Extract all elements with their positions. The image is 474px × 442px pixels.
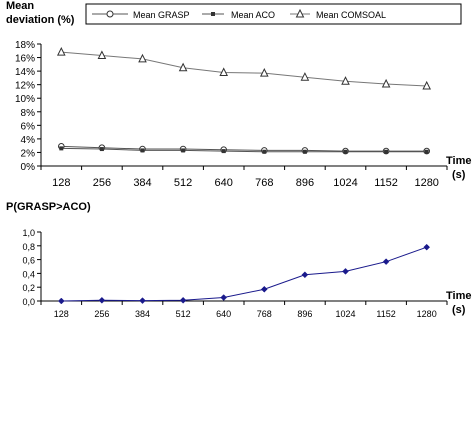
c2-x-tick-label: 1152 — [376, 309, 395, 319]
c1-x-tick-label: 768 — [255, 177, 273, 189]
legend-item-aco: Mean ACO — [202, 10, 275, 20]
c1-y-tick-label: 12% — [15, 81, 35, 92]
c1-series-2-point — [56, 47, 66, 56]
c1-y-tick-label: 16% — [15, 54, 35, 65]
c1-x-tick-label: 1280 — [414, 177, 438, 189]
c1-y-tick-label: 10% — [15, 94, 35, 105]
c2-series-0-point — [220, 294, 228, 301]
legend-grasp-marker — [106, 10, 114, 18]
c1-y-tick-label: 0% — [21, 162, 36, 173]
c2-x-tick-label: 256 — [94, 309, 109, 319]
c2-xlabel: Time — [446, 290, 471, 302]
c1-y-tick-labels: 0% 2% 4% 6% 8% 10% 12% 14% 16% 18% — [15, 40, 35, 173]
c2-y-tick-labels: 0,0 0,2 0,4 0,6 0,8 1,0 — [22, 228, 35, 307]
c1-series-1-point — [181, 148, 186, 153]
c1-series-2-point — [300, 72, 310, 81]
c1-series-2-point — [422, 80, 432, 90]
c1-y-tick-label: 6% — [21, 121, 36, 132]
c2-series-0-point — [260, 285, 268, 293]
c2-x-tick-label: 512 — [176, 309, 191, 319]
c1-xunit: (s) — [452, 169, 466, 181]
c1-x-tick-label: 1152 — [374, 177, 398, 189]
c1-x-tick-labels: 128 256 384 512 640 768 896 1024 1152 1280 — [52, 177, 439, 189]
c1-series-2-line — [61, 51, 427, 87]
c1-x-tick-label: 1024 — [333, 177, 357, 189]
c2-x-tick-label: 1024 — [335, 309, 355, 319]
c2-series — [57, 243, 431, 305]
c2-series-0-point — [423, 243, 431, 251]
c2-axes — [37, 231, 448, 305]
c1-series-2-point — [178, 62, 188, 72]
c1-series-0-line — [61, 145, 427, 152]
c1-series-1-point — [343, 149, 348, 154]
c2-series-0-line — [61, 246, 427, 302]
c1-series-2-point — [381, 78, 391, 88]
c2-x-tick-label: 128 — [54, 309, 69, 319]
c2-x-tick-label: 896 — [297, 309, 312, 319]
c1-series-2-point — [341, 76, 350, 85]
c2-y-tick-label: 0,6 — [22, 256, 35, 266]
c1-x-tick-label: 128 — [52, 177, 70, 189]
c1-series-1-point — [262, 149, 267, 154]
c1-series-2-point — [97, 50, 107, 60]
c1-series-1-point — [302, 149, 307, 154]
c2-x-tick-label: 768 — [257, 309, 272, 319]
legend-aco-label: Mean ACO — [231, 10, 275, 20]
c2-ylabel: P(GRASP>ACO) — [6, 201, 91, 213]
c1-ylabel-line1: Mean — [6, 0, 34, 12]
c1-series-2-point — [138, 53, 147, 63]
c2-y-tick-label: 0,2 — [22, 283, 35, 293]
legend-item-comsoal: Mean COMSOAL — [290, 8, 386, 20]
c1-legend-box — [85, 3, 462, 25]
c1-series-1-point — [140, 148, 145, 153]
c2-series-0-point — [342, 267, 349, 275]
legend-grasp-label: Mean GRASP — [133, 10, 190, 20]
c1-y-tick-label: 4% — [21, 135, 36, 146]
c2-x-tick-label: 384 — [135, 309, 150, 319]
c2-y-tick-label: 0,4 — [22, 269, 35, 279]
c2-y-tick-label: 0,8 — [22, 242, 35, 252]
c1-y-tick-label: 18% — [15, 40, 35, 51]
c1-series-2-point — [259, 68, 269, 77]
c1-y-tick-label: 14% — [15, 67, 35, 78]
c1-y-tick-label: 8% — [21, 108, 36, 119]
legend-comsoal-marker — [295, 8, 305, 18]
c1-series-1-point — [424, 149, 429, 154]
c1-series-2-point — [219, 67, 229, 76]
c2-series-0-point — [382, 258, 390, 266]
c2-series-0-point — [301, 271, 309, 279]
c1-series-1-point — [59, 146, 64, 151]
c2-series-0-point — [57, 297, 65, 305]
mean-deviation-chart: Mean deviation (%) Mean GRASP Mean ACO M… — [6, 0, 471, 189]
c2-x-tick-labels: 128 256 384 512 640 768 896 1024 1152 1280 — [54, 309, 437, 319]
c1-series-1-line — [61, 147, 427, 153]
c1-legend: Mean GRASP Mean ACO Mean COMSOAL — [85, 3, 462, 25]
c2-x-tick-label: 1280 — [417, 309, 437, 319]
c1-x-tick-label: 256 — [93, 177, 111, 189]
c1-axes — [37, 43, 448, 170]
c1-ylabel-line2: deviation (%) — [6, 14, 75, 26]
c1-series — [56, 47, 432, 155]
c1-xlabel: Time — [446, 155, 471, 167]
probability-chart: P(GRASP>ACO) 0,0 0,2 0,4 0,6 0,8 1,0 128 256 38… — [6, 201, 471, 319]
c2-series-0-point — [179, 296, 187, 304]
c1-series-1-point — [99, 147, 104, 152]
legend-aco-marker — [211, 12, 215, 16]
legend-item-grasp: Mean GRASP — [92, 10, 190, 20]
c1-series-1-point — [384, 149, 389, 154]
c2-x-tick-label: 640 — [216, 309, 231, 319]
c1-series-1-point — [221, 149, 226, 154]
c2-y-tick-label: 1,0 — [22, 228, 35, 238]
legend-comsoal-label: Mean COMSOAL — [316, 10, 386, 20]
c2-series-0-point — [139, 297, 146, 305]
c2-xunit: (s) — [452, 304, 466, 316]
c1-x-tick-label: 512 — [174, 177, 192, 189]
c1-x-tick-label: 640 — [215, 177, 233, 189]
c1-y-tick-label: 2% — [21, 148, 36, 159]
c2-y-tick-label: 0,0 — [22, 297, 35, 307]
c1-x-tick-label: 384 — [133, 177, 151, 189]
c2-series-0-point — [98, 296, 106, 304]
c1-x-tick-label: 896 — [296, 177, 314, 189]
